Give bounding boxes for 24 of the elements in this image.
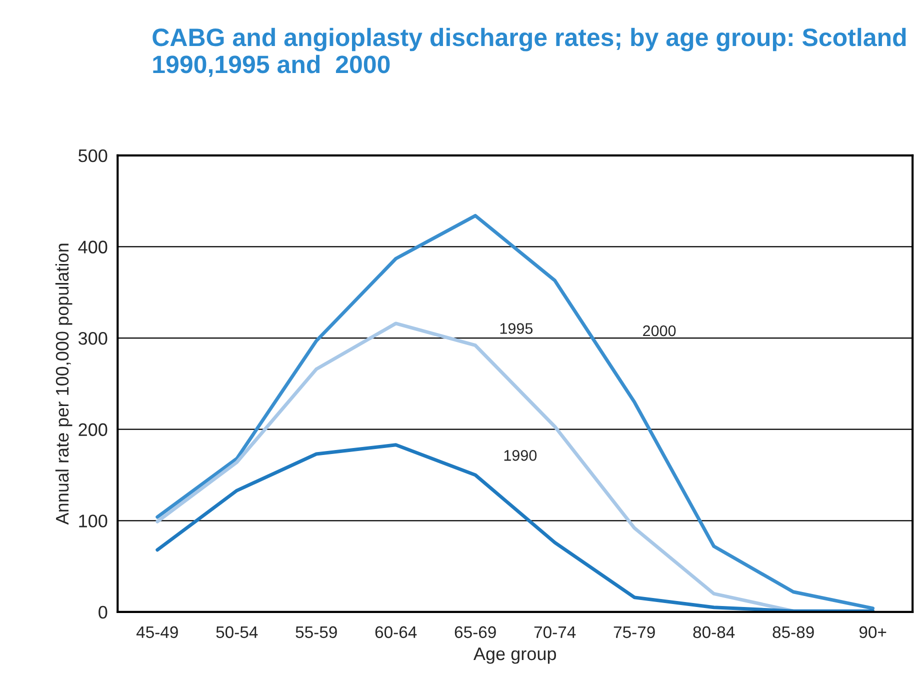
y-axis-title: Annual rate per 100,000 population (55, 244, 72, 525)
y-tick-label: 500 (78, 149, 108, 162)
x-tick-label: 45-49 (136, 626, 178, 638)
y-tick-label: 0 (98, 606, 108, 619)
x-tick-label: 65-69 (454, 626, 496, 638)
x-tick-label: 70-74 (534, 626, 576, 638)
y-tick-label: 300 (78, 332, 108, 345)
x-axis-title: Age group (473, 648, 556, 664)
line-series (156, 214, 875, 610)
line-series (156, 443, 875, 612)
y-tick-label: 100 (79, 514, 108, 528)
x-tick-label: 50-54 (216, 626, 258, 638)
x-tick-label: 55-59 (296, 626, 337, 638)
series-label: 1990 (504, 450, 537, 461)
x-tick-label: 85-89 (772, 626, 814, 638)
text: 2000 (643, 325, 676, 336)
x-tick-label: 90+ (859, 626, 886, 638)
chart-title: CABG and angioplasty discharge rates; by age group: Scotland 1990,1995 and 2000 (152, 28, 906, 77)
y-tick-label: 400 (78, 240, 108, 254)
x-tick-label: 60-64 (375, 626, 417, 638)
x-tick-label: 80-84 (693, 626, 735, 638)
y-tick-label: 200 (78, 423, 108, 436)
x-tick-label: 75-79 (614, 626, 655, 638)
series-label: 1995 (500, 323, 533, 334)
